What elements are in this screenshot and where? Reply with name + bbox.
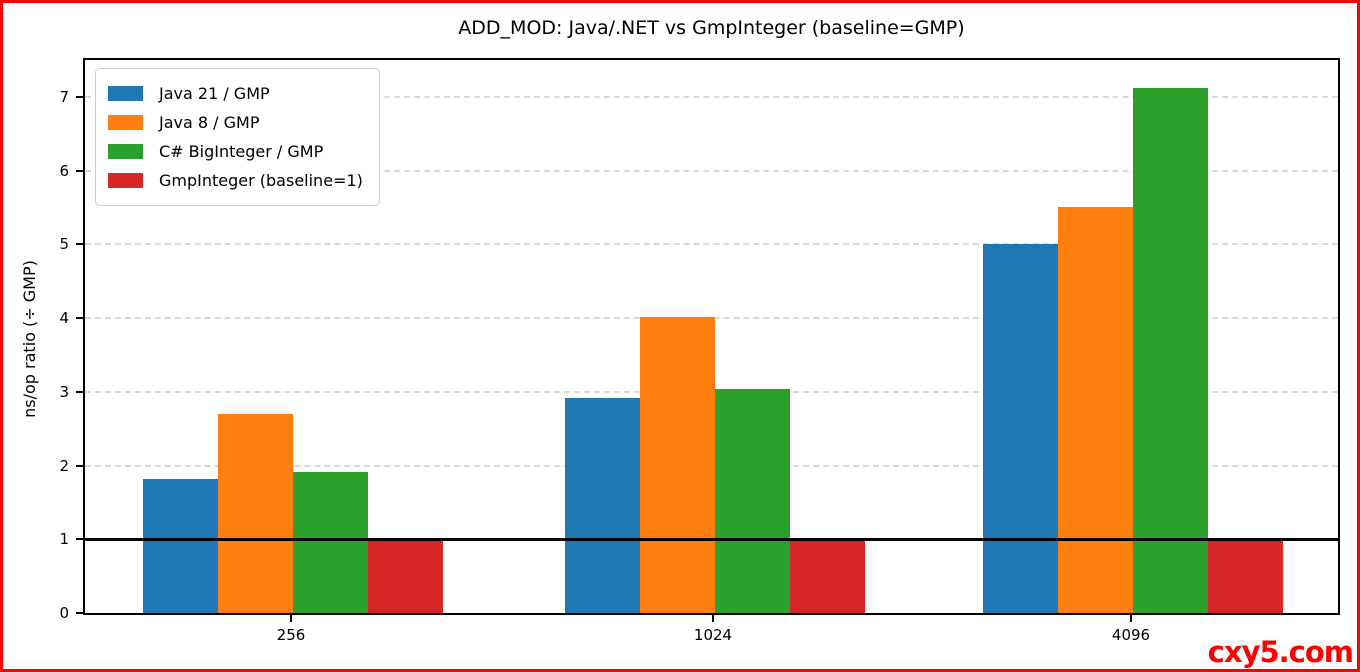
y-tick-mark-6 — [76, 169, 83, 172]
legend-swatch-icon — [108, 144, 143, 159]
legend-label: Java 8 / GMP — [159, 112, 260, 132]
y-tick-mark-2 — [76, 464, 83, 467]
bar-4096-series-1 — [983, 243, 1058, 613]
y-tick-label-7: 7 — [59, 87, 69, 106]
y-tick-label-4: 4 — [59, 309, 69, 328]
y-tick-label-5: 5 — [59, 235, 69, 254]
y-tick-label-1: 1 — [59, 530, 69, 549]
gridline-y5 — [85, 243, 1338, 246]
baseline-reference-line — [85, 537, 1338, 541]
bar-1024-series-1 — [565, 398, 640, 613]
legend-label: C# BigInteger / GMP — [159, 141, 324, 161]
y-tick-label-0: 0 — [59, 604, 69, 622]
x-tick-label-1024: 1024 — [693, 626, 733, 644]
legend-label: GmpInteger (baseline=1) — [159, 170, 363, 190]
legend-swatch-icon — [108, 115, 143, 130]
y-axis-ticks: 0 1 2 3 4 5 6 7 — [3, 58, 83, 621]
watermark: cxy5.com — [1207, 635, 1354, 670]
plot-area: Java 21 / GMP Java 8 / GMP C# BigInteger /… — [83, 58, 1340, 615]
chart-title: ADD_MOD: Java/.NET vs GmpInteger (baseli… — [458, 17, 965, 39]
gridline-y6 — [85, 169, 1338, 172]
bar-4096-series-3 — [1133, 88, 1208, 613]
y-tick-mark-7 — [76, 95, 83, 98]
y-tick-mark-0 — [76, 612, 83, 614]
bar-256-series-3 — [293, 472, 368, 613]
legend-item-1: Java 21 / GMP — [108, 79, 363, 108]
bar-1024-series-2 — [640, 316, 715, 613]
gridline-y7 — [85, 95, 1338, 98]
x-tick-mark-1024 — [712, 615, 714, 622]
legend: Java 21 / GMP Java 8 / GMP C# BigInteger /… — [95, 68, 380, 206]
legend-swatch-icon — [108, 86, 143, 101]
bar-1024-series-3 — [715, 388, 790, 613]
y-tick-label-2: 2 — [59, 456, 69, 475]
y-tick-mark-4 — [76, 317, 83, 320]
bar-256-series-1 — [143, 478, 218, 613]
bar-4096-series-4 — [1208, 539, 1283, 613]
y-tick-mark-1 — [76, 538, 83, 541]
bar-256-series-2 — [218, 413, 293, 613]
x-tick-mark-4096 — [1130, 615, 1132, 622]
bar-1024-series-4 — [790, 539, 865, 613]
y-tick-mark-5 — [76, 243, 83, 246]
legend-item-4: GmpInteger (baseline=1) — [108, 166, 363, 195]
legend-swatch-icon — [108, 173, 143, 188]
y-tick-label-3: 3 — [59, 382, 69, 401]
x-tick-label-256: 256 — [276, 626, 306, 644]
legend-item-3: C# BigInteger / GMP — [108, 137, 363, 166]
x-tick-label-4096: 4096 — [1111, 626, 1151, 644]
bar-256-series-4 — [368, 539, 443, 613]
x-axis-ticks: 256 1024 4096 — [83, 615, 1340, 665]
y-tick-label-6: 6 — [59, 161, 69, 180]
bar-4096-series-2 — [1058, 207, 1133, 613]
legend-item-2: Java 8 / GMP — [108, 108, 363, 137]
y-tick-mark-3 — [76, 390, 83, 393]
legend-label: Java 21 / GMP — [159, 83, 270, 103]
x-tick-mark-256 — [290, 615, 292, 622]
